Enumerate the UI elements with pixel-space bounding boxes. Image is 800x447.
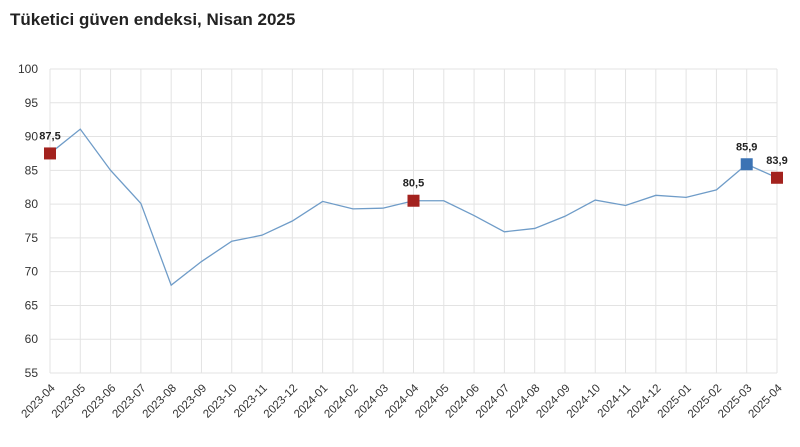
y-tick-label: 95: [25, 96, 39, 110]
data-point-marker: [771, 171, 783, 184]
y-tick-label: 75: [25, 231, 39, 245]
data-point-marker: [407, 194, 420, 207]
y-tick-label: 60: [25, 332, 39, 346]
x-tick-label: 2024-10: [565, 382, 603, 420]
data-label: 87,5: [39, 130, 60, 142]
data-label: 85,9: [736, 141, 757, 153]
grid-lines: [49, 68, 778, 374]
x-axis-tick-labels: 2023-042023-052023-062023-072023-082023-…: [19, 382, 785, 421]
x-tick-label: 2025-04: [746, 382, 785, 421]
y-tick-label: 100: [18, 62, 38, 76]
y-tick-label: 80: [25, 197, 39, 211]
y-tick-label: 70: [25, 265, 39, 279]
y-tick-label: 55: [25, 366, 39, 380]
y-tick-label: 90: [25, 130, 39, 144]
highlight-markers: [44, 147, 783, 207]
data-label: 83,9: [766, 155, 787, 167]
x-tick-label: 2023-10: [201, 382, 239, 420]
chart-title: Tüketici güven endeksi, Nisan 2025: [10, 10, 295, 29]
y-tick-label: 85: [25, 163, 39, 177]
data-labels: 87,5 80,5 85,9 83,9: [39, 130, 787, 189]
data-point-marker: [740, 158, 753, 171]
data-label: 80,5: [403, 178, 424, 190]
y-axis-tick-labels: 55 60 65 70 75 80 85 90 95 100: [18, 62, 38, 380]
y-tick-label: 65: [25, 298, 39, 312]
data-point-marker: [44, 147, 56, 160]
